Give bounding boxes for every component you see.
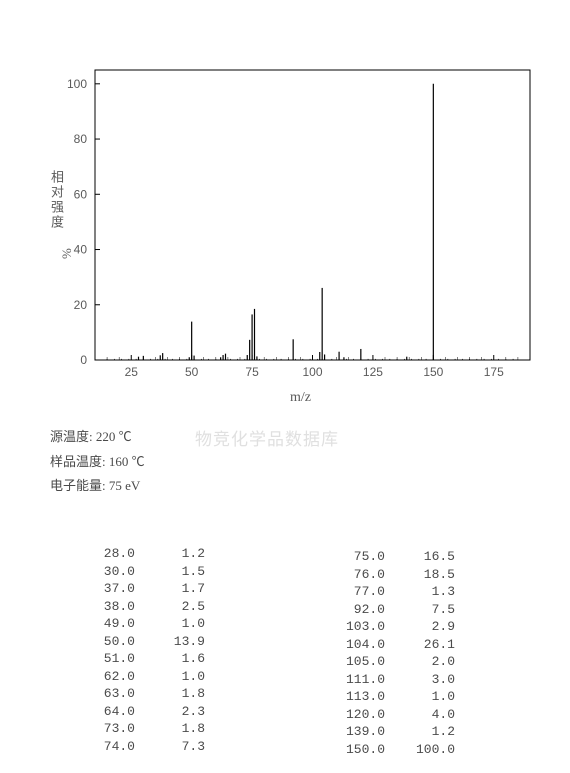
table-row: 51.01.6 bbox=[80, 650, 205, 668]
mz-cell: 73.0 bbox=[80, 720, 135, 738]
mz-cell: 139.0 bbox=[330, 723, 385, 741]
intensity-cell: 7.5 bbox=[385, 601, 455, 619]
table-row: 104.026.1 bbox=[330, 636, 455, 654]
table-row: 37.01.7 bbox=[80, 580, 205, 598]
table-row: 92.07.5 bbox=[330, 601, 455, 619]
table-row: 62.01.0 bbox=[80, 668, 205, 686]
source-temp-row: 源温度: 220 ℃ bbox=[50, 425, 145, 450]
mz-cell: 76.0 bbox=[330, 566, 385, 584]
mz-cell: 49.0 bbox=[80, 615, 135, 633]
svg-text:60: 60 bbox=[74, 187, 88, 201]
electron-energy-label: 电子能量: bbox=[50, 478, 106, 493]
mz-cell: 92.0 bbox=[330, 601, 385, 619]
intensity-cell: 1.7 bbox=[135, 580, 205, 598]
intensity-cell: 1.3 bbox=[385, 583, 455, 601]
mz-cell: 62.0 bbox=[80, 668, 135, 686]
table-row: 105.02.0 bbox=[330, 653, 455, 671]
svg-text:75: 75 bbox=[245, 365, 259, 379]
intensity-cell: 3.0 bbox=[385, 671, 455, 689]
intensity-cell: 1.6 bbox=[135, 650, 205, 668]
table-row: 111.03.0 bbox=[330, 671, 455, 689]
intensity-cell: 1.2 bbox=[135, 545, 205, 563]
intensity-cell: 4.0 bbox=[385, 706, 455, 724]
peak-table-right: 75.016.576.018.577.01.392.07.5103.02.910… bbox=[330, 548, 455, 759]
intensity-cell: 7.3 bbox=[135, 738, 205, 756]
table-row: 150.0100.0 bbox=[330, 741, 455, 759]
sample-temp-label: 样品温度: bbox=[50, 454, 106, 469]
table-row: 30.01.5 bbox=[80, 563, 205, 581]
svg-text:100: 100 bbox=[67, 77, 87, 91]
table-row: 76.018.5 bbox=[330, 566, 455, 584]
intensity-cell: 13.9 bbox=[135, 633, 205, 651]
svg-text:25: 25 bbox=[125, 365, 139, 379]
table-row: 63.01.8 bbox=[80, 685, 205, 703]
mz-cell: 120.0 bbox=[330, 706, 385, 724]
mz-cell: 37.0 bbox=[80, 580, 135, 598]
table-row: 120.04.0 bbox=[330, 706, 455, 724]
intensity-cell: 16.5 bbox=[385, 548, 455, 566]
mass-spectrum-chart: 0 20 40 60 80 100 25 50 75 100 125 150 175 bbox=[0, 0, 570, 410]
intensity-cell: 2.3 bbox=[135, 703, 205, 721]
svg-text:80: 80 bbox=[74, 132, 88, 146]
mz-cell: 150.0 bbox=[330, 741, 385, 759]
intensity-cell: 1.0 bbox=[385, 688, 455, 706]
table-row: 50.013.9 bbox=[80, 633, 205, 651]
mz-cell: 113.0 bbox=[330, 688, 385, 706]
mz-cell: 51.0 bbox=[80, 650, 135, 668]
intensity-cell: 1.8 bbox=[135, 685, 205, 703]
mz-cell: 50.0 bbox=[80, 633, 135, 651]
svg-text:40: 40 bbox=[74, 243, 88, 257]
intensity-cell: 1.0 bbox=[135, 668, 205, 686]
parameters-block: 源温度: 220 ℃ 样品温度: 160 ℃ 电子能量: 75 eV bbox=[50, 425, 145, 499]
mz-cell: 30.0 bbox=[80, 563, 135, 581]
intensity-cell: 1.8 bbox=[135, 720, 205, 738]
sample-temp-value: 160 ℃ bbox=[109, 454, 145, 469]
table-row: 64.02.3 bbox=[80, 703, 205, 721]
electron-energy-value: 75 eV bbox=[109, 478, 140, 493]
table-row: 77.01.3 bbox=[330, 583, 455, 601]
peak-table-left: 28.01.230.01.537.01.738.02.549.01.050.01… bbox=[80, 545, 205, 756]
mz-cell: 103.0 bbox=[330, 618, 385, 636]
intensity-cell: 2.0 bbox=[385, 653, 455, 671]
table-row: 139.01.2 bbox=[330, 723, 455, 741]
source-temp-label: 源温度: bbox=[50, 429, 93, 444]
table-row: 49.01.0 bbox=[80, 615, 205, 633]
mz-cell: 38.0 bbox=[80, 598, 135, 616]
svg-text:125: 125 bbox=[363, 365, 383, 379]
svg-text:175: 175 bbox=[484, 365, 504, 379]
sample-temp-row: 样品温度: 160 ℃ bbox=[50, 450, 145, 475]
svg-text:150: 150 bbox=[423, 365, 443, 379]
mz-cell: 105.0 bbox=[330, 653, 385, 671]
electron-energy-row: 电子能量: 75 eV bbox=[50, 474, 145, 499]
mz-cell: 75.0 bbox=[330, 548, 385, 566]
watermark-text: 物竞化学品数据库 bbox=[195, 425, 339, 450]
intensity-cell: 1.2 bbox=[385, 723, 455, 741]
mz-cell: 28.0 bbox=[80, 545, 135, 563]
intensity-cell: 2.9 bbox=[385, 618, 455, 636]
mz-cell: 77.0 bbox=[330, 583, 385, 601]
source-temp-value: 220 ℃ bbox=[96, 429, 132, 444]
table-row: 74.07.3 bbox=[80, 738, 205, 756]
intensity-cell: 1.5 bbox=[135, 563, 205, 581]
svg-text:50: 50 bbox=[185, 365, 199, 379]
svg-text:0: 0 bbox=[80, 353, 87, 367]
mz-cell: 104.0 bbox=[330, 636, 385, 654]
mz-cell: 63.0 bbox=[80, 685, 135, 703]
intensity-cell: 26.1 bbox=[385, 636, 455, 654]
mz-cell: 74.0 bbox=[80, 738, 135, 756]
intensity-cell: 100.0 bbox=[385, 741, 455, 759]
mz-cell: 64.0 bbox=[80, 703, 135, 721]
table-row: 75.016.5 bbox=[330, 548, 455, 566]
table-row: 38.02.5 bbox=[80, 598, 205, 616]
intensity-cell: 2.5 bbox=[135, 598, 205, 616]
mz-cell: 111.0 bbox=[330, 671, 385, 689]
table-row: 113.01.0 bbox=[330, 688, 455, 706]
svg-text:100: 100 bbox=[302, 365, 322, 379]
table-row: 28.01.2 bbox=[80, 545, 205, 563]
table-row: 103.02.9 bbox=[330, 618, 455, 636]
svg-text:20: 20 bbox=[74, 298, 88, 312]
intensity-cell: 1.0 bbox=[135, 615, 205, 633]
intensity-cell: 18.5 bbox=[385, 566, 455, 584]
table-row: 73.01.8 bbox=[80, 720, 205, 738]
